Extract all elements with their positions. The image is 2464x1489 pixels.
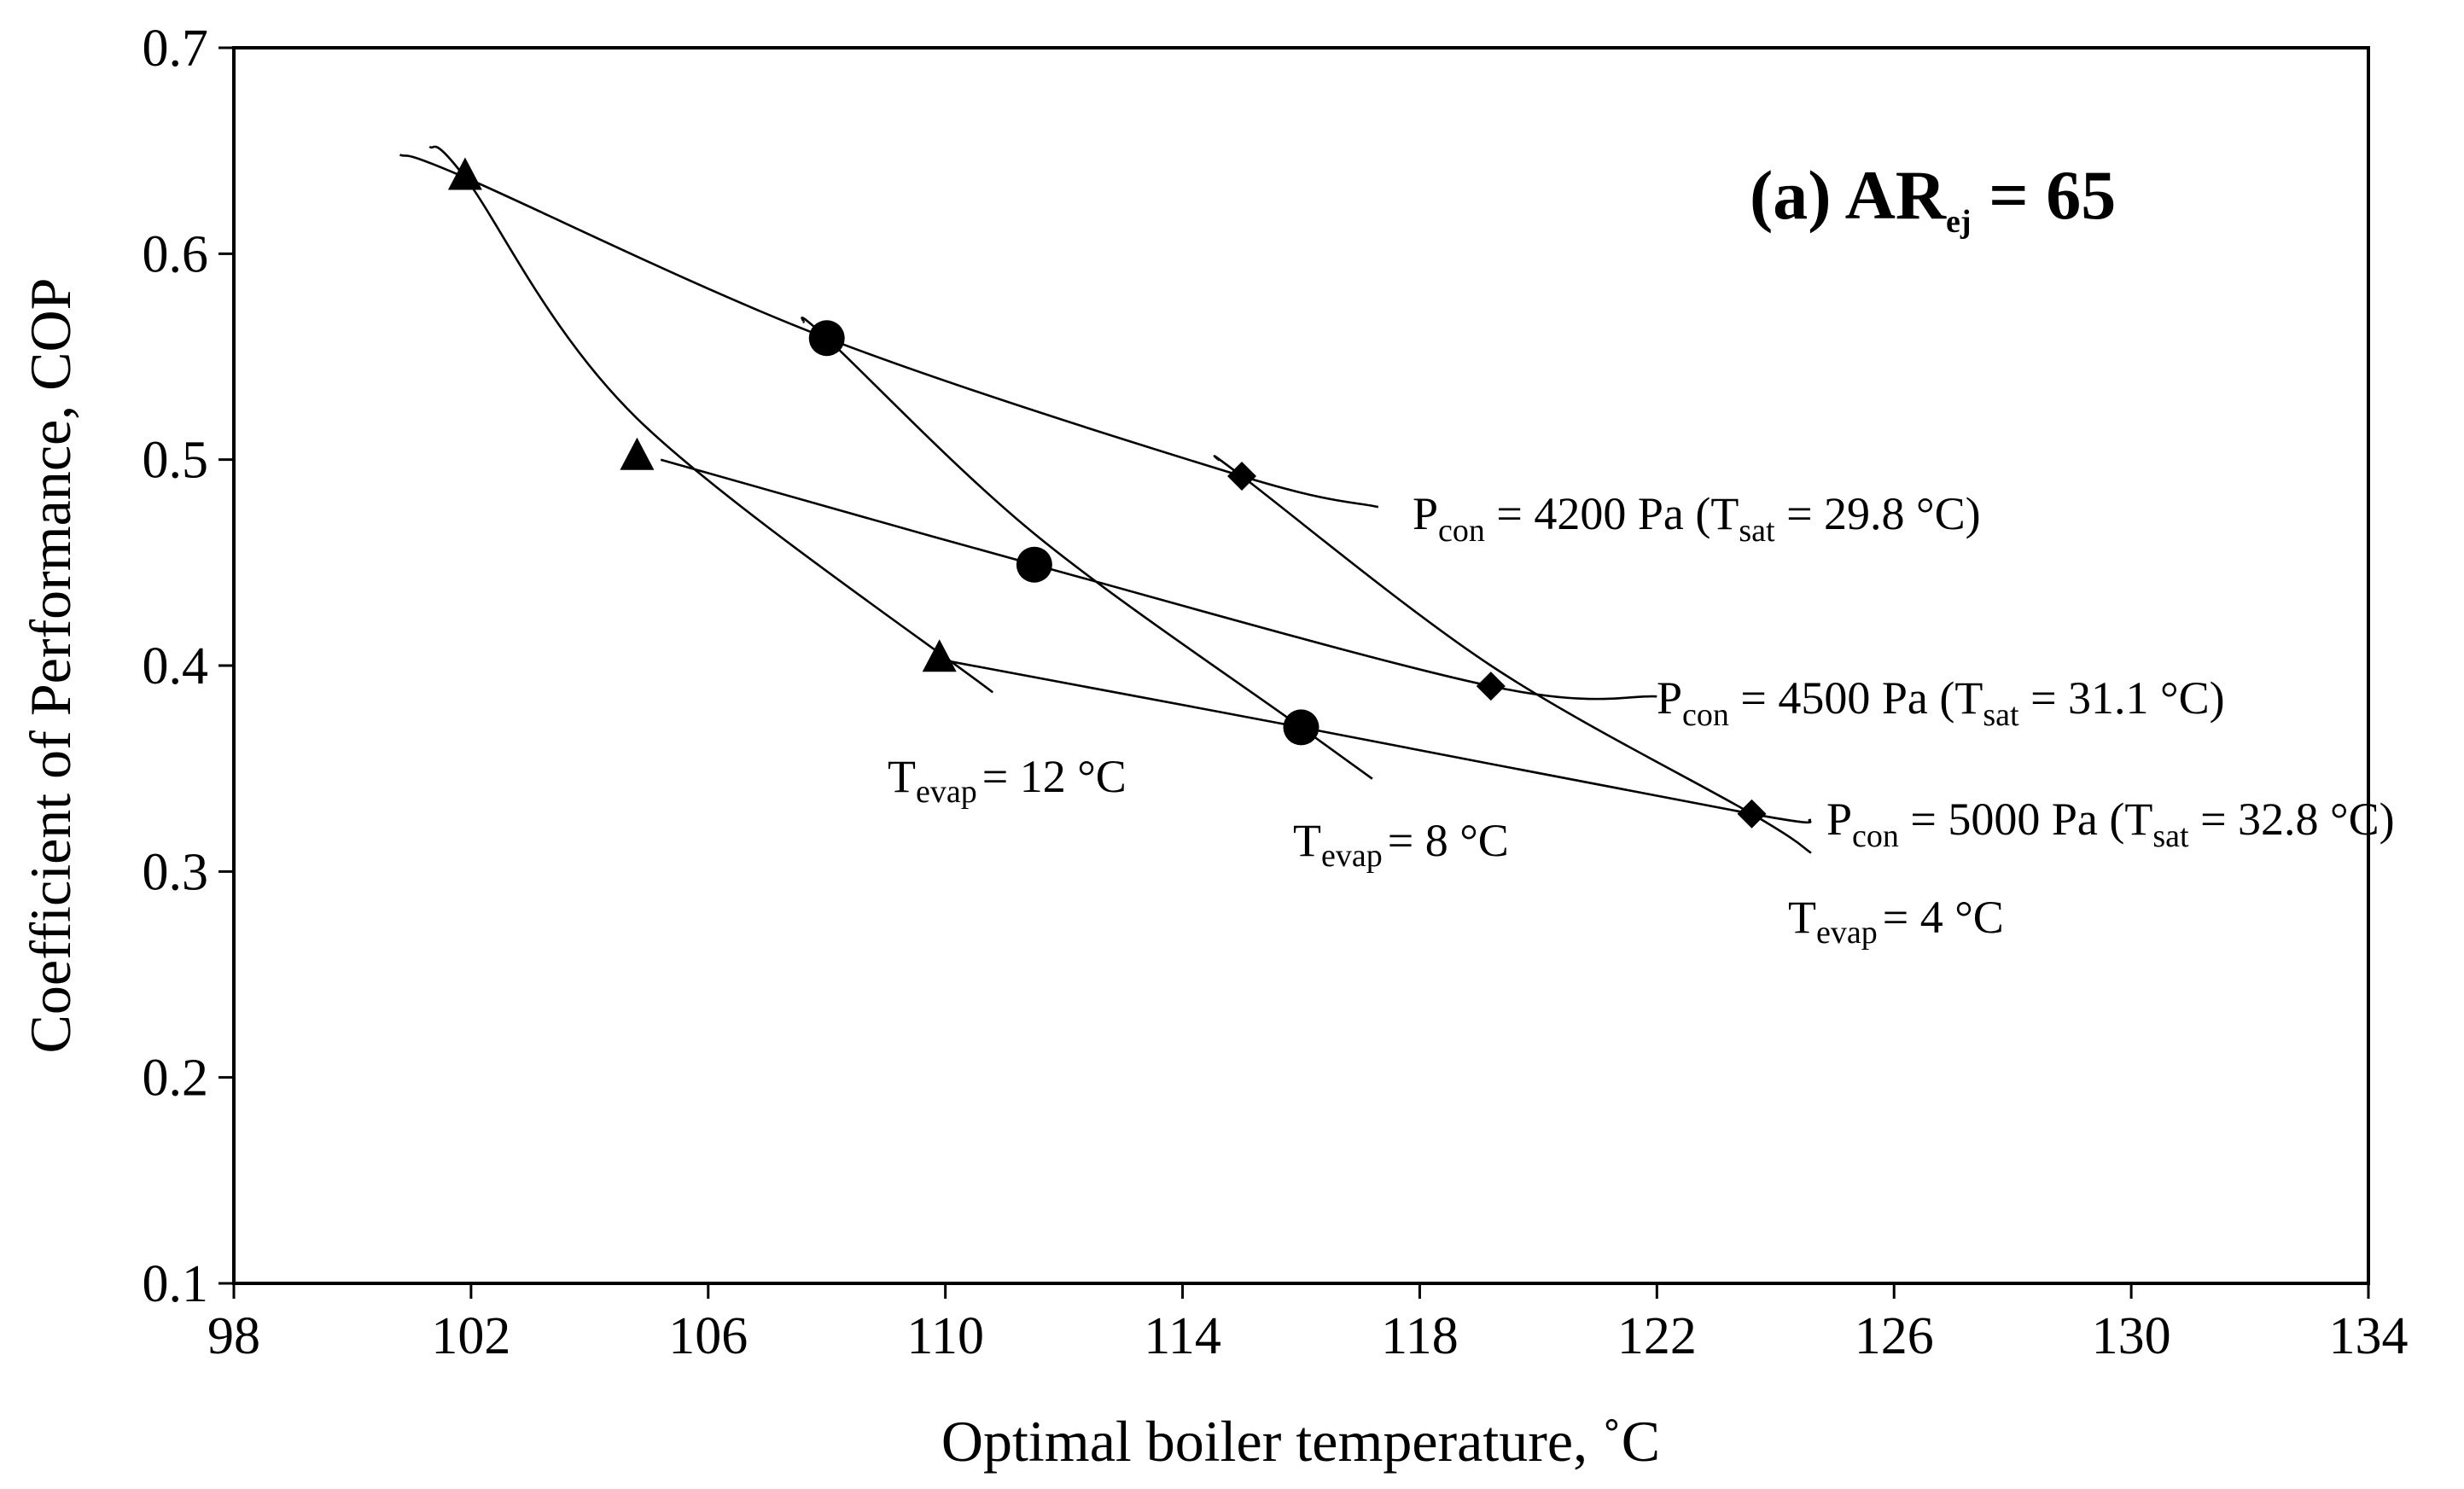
y-tick-label: 0.4 bbox=[143, 637, 209, 695]
point-circle bbox=[808, 320, 845, 357]
x-tick-label: 118 bbox=[1381, 1307, 1459, 1365]
x-tick-label: 130 bbox=[2092, 1307, 2171, 1365]
y-tick-label: 0.6 bbox=[143, 225, 209, 283]
point-diamond bbox=[1227, 461, 1257, 491]
y-tick-label: 0.2 bbox=[143, 1050, 209, 1108]
label-pcon-4200: Pcon = 4200 Pa (Tsat = 29.8 °C) bbox=[1413, 488, 1981, 549]
x-tick-label: 110 bbox=[906, 1307, 984, 1365]
label-pcon-5000: Pcon = 5000 Pa (Tsat = 32.8 °C) bbox=[1826, 794, 2395, 854]
x-tick-label: 122 bbox=[1617, 1307, 1697, 1365]
x-axis-title: Optimal boiler temperature, ˚C bbox=[941, 1409, 1660, 1474]
point-diamond bbox=[1737, 799, 1767, 829]
y-tick-label: 0.1 bbox=[143, 1255, 209, 1313]
x-tick-label: 98 bbox=[207, 1307, 260, 1365]
label-tevap-8: Tevap = 8 °C bbox=[1293, 815, 1509, 874]
label-tevap-12: Tevap = 12 °C bbox=[888, 751, 1127, 810]
series-line-pcon-5000-pa-tsat-32-8-c bbox=[939, 658, 1812, 824]
point-circle bbox=[1283, 709, 1319, 746]
x-axis-ticks: 98 102 106 110 114 118 122 126 130 134 bbox=[207, 1283, 2409, 1365]
x-tick-label: 134 bbox=[2329, 1307, 2409, 1365]
x-tick-label: 106 bbox=[668, 1307, 748, 1365]
point-triangle bbox=[922, 639, 957, 672]
point-diamond bbox=[1476, 672, 1506, 701]
label-tevap-4: Tevap = 4 °C bbox=[1788, 892, 2004, 951]
x-tick-label: 102 bbox=[431, 1307, 510, 1365]
panel-title: (a) ARej = 65 bbox=[1750, 156, 2116, 240]
y-axis-title: Coefficient of Performance, COP bbox=[18, 278, 83, 1054]
point-triangle bbox=[447, 157, 482, 190]
label-pcon-4500: Pcon = 4500 Pa (Tsat = 31.1 °C) bbox=[1657, 672, 2225, 733]
series-line-tevap-12-c bbox=[428, 145, 993, 694]
y-tick-label: 0.3 bbox=[143, 843, 209, 901]
point-triangle bbox=[620, 437, 655, 470]
data-markers bbox=[447, 157, 1767, 829]
y-tick-label: 0.5 bbox=[143, 432, 209, 490]
point-circle bbox=[1016, 546, 1052, 583]
y-axis-ticks: 0.1 0.2 0.3 0.4 0.5 0.6 0.7 bbox=[143, 20, 234, 1313]
series-line-pcon-4500-pa-tsat-31-1-c bbox=[660, 458, 1657, 701]
x-tick-label: 114 bbox=[1144, 1307, 1221, 1365]
x-tick-label: 126 bbox=[1855, 1307, 1934, 1365]
y-tick-label: 0.7 bbox=[143, 20, 209, 78]
